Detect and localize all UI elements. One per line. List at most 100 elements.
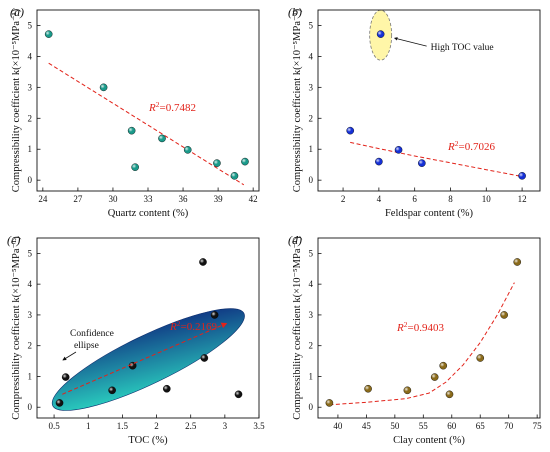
y-tick-label: 5 [28,248,33,258]
y-tick-label: 3 [309,82,314,92]
x-tick-label: 2 [341,194,346,204]
r-squared-value: =0.7482 [159,102,195,114]
y-tick-label: 2 [309,113,314,123]
y-axis-label: Compressibility coefficient k(×10⁻⁵MPa⁻¹… [11,8,22,192]
y-tick-label: 0 [309,402,314,412]
r-squared-symbol: R [447,141,455,153]
x-axis-label: Clay content (%) [393,435,465,446]
x-tick-label: 40 [333,421,343,431]
panel-label: (b) [288,5,302,19]
x-tick-label: 50 [390,421,400,431]
data-point-shine [439,362,447,370]
y-tick-label: 3 [309,310,314,320]
x-tick-label: 12 [518,194,527,204]
data-point-shine [129,362,137,370]
chart-panel-a: 24 27 30 33 36 39 42 0 1 2 3 4 5 Quartz content (%) Co… [10,5,260,219]
data-point-shine [325,399,333,407]
trend-line [48,62,245,186]
x-tick-label: 33 [144,194,154,204]
data-point-shine [375,158,383,166]
y-tick-label: 4 [309,51,314,61]
x-tick-label: 2.5 [185,421,197,431]
x-tick-label: 27 [73,194,83,204]
data-point-shine [100,83,108,91]
y-tick-label: 5 [309,248,314,258]
y-tick-label: 1 [28,144,33,154]
x-tick-label: 0.5 [48,421,60,431]
x-tick-label: 24 [38,194,48,204]
data-point-shine [346,127,354,135]
x-tick-label: 39 [214,194,224,204]
x-tick-label: 55 [419,421,429,431]
x-tick-label: 4 [377,194,382,204]
data-point-shine [518,172,526,180]
y-tick-label: 0 [28,175,33,185]
y-tick-label: 0 [28,402,33,412]
data-point-shine [200,354,208,362]
trend-arrow [62,322,228,395]
y-tick-label: 2 [28,341,33,351]
data-point-shine [476,354,484,362]
r-squared-superscript: 2 [455,139,459,148]
y-tick-label: 5 [309,20,314,30]
data-point-shine [377,30,385,38]
data-point-shine [108,386,116,394]
y-tick-label: 0 [309,175,314,185]
x-tick-label: 30 [108,194,118,204]
r-squared-symbol: R [396,322,404,334]
y-tick-label: 3 [28,82,33,92]
highlight-label: High TOC value [431,43,494,53]
y-tick-label: 4 [28,51,33,61]
data-point-shine [418,159,426,167]
data-point-shine [211,311,219,319]
trend-curve [350,141,523,177]
plot-frame [36,9,260,192]
ellipse-pointer-arrow [62,351,77,361]
r-squared-label: R2=0.2169 [169,319,217,333]
x-tick-label: 6 [412,194,417,204]
x-axis-label: Quartz content (%) [108,208,189,219]
data-point-shine [241,158,249,166]
y-tick-label: 4 [309,279,314,289]
data-point-shine [213,159,221,167]
data-point-shine [199,258,207,266]
y-tick-label: 5 [28,20,33,30]
x-tick-label: 70 [504,421,514,431]
panel-label: (c) [7,233,20,247]
data-point-shine [131,163,139,171]
confidence-ellipse [51,308,245,411]
y-tick-label: 4 [28,279,33,289]
data-point-shine [513,258,521,266]
x-tick-label: 60 [447,421,457,431]
r-squared-label: R2=0.7482 [148,100,196,114]
data-point-shine [394,146,403,154]
x-tick-label: 3.5 [253,421,265,431]
data-point-shine [128,127,136,135]
data-point-shine [234,390,243,398]
data-point-shine [184,146,192,154]
y-tick-label: 2 [28,113,33,123]
panel-label: (a) [10,5,24,19]
data-point-shine [431,373,439,381]
r-squared-value: =0.7026 [458,141,495,153]
data-point-shine [403,386,411,394]
data-point-shine [158,134,166,143]
chart-panel-c: 0.5 1 1.5 2 2.5 3 3.5 0 1 2 3 4 5 TOC (%) Compressibil… [7,233,265,446]
x-tick-label: 75 [533,421,543,431]
x-tick-label: 8 [448,194,453,204]
x-axis-label: Feldspar content (%) [385,208,474,219]
r-squared-superscript: 2 [156,100,160,109]
r-squared-value: =0.9403 [407,322,444,334]
data-point-shine [45,30,53,38]
data-point-shine [62,373,70,381]
plot-frame [317,9,541,192]
x-tick-label: 2 [154,421,159,431]
plot-frame [317,237,541,419]
x-axis-label: TOC (%) [128,435,168,446]
x-tick-label: 10 [482,194,492,204]
y-tick-label: 3 [28,310,33,320]
panel-label: (d) [288,233,302,247]
highlight-pointer-arrow [393,37,427,47]
y-tick-label: 1 [309,371,314,381]
